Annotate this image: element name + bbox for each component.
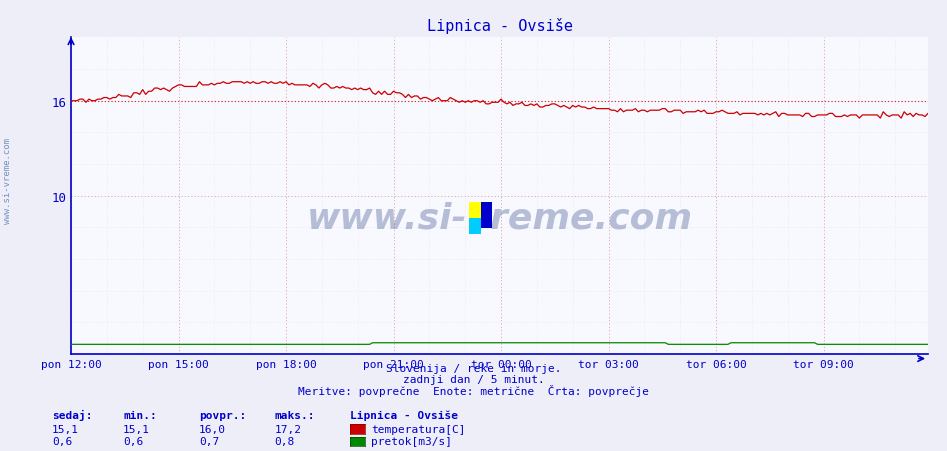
Text: 15,1: 15,1 xyxy=(123,423,151,433)
Text: 15,1: 15,1 xyxy=(52,423,80,433)
Text: 0,7: 0,7 xyxy=(199,436,219,446)
Text: zadnji dan / 5 minut.: zadnji dan / 5 minut. xyxy=(402,374,545,384)
Text: 16,0: 16,0 xyxy=(199,423,226,433)
Text: 17,2: 17,2 xyxy=(275,423,302,433)
Text: 0,6: 0,6 xyxy=(52,436,72,446)
Text: 0,6: 0,6 xyxy=(123,436,143,446)
Text: Lipnica - Ovsiše: Lipnica - Ovsiše xyxy=(350,410,458,420)
Bar xyxy=(469,203,481,219)
Bar xyxy=(469,219,481,235)
Text: sedaj:: sedaj: xyxy=(52,410,93,420)
Text: maks.:: maks.: xyxy=(275,410,315,420)
Text: min.:: min.: xyxy=(123,410,157,420)
Text: pretok[m3/s]: pretok[m3/s] xyxy=(371,436,453,446)
Title: Lipnica - Ovsiše: Lipnica - Ovsiše xyxy=(426,18,573,34)
Text: www.si-vreme.com: www.si-vreme.com xyxy=(307,201,692,235)
Text: Slovenija / reke in morje.: Slovenija / reke in morje. xyxy=(385,363,562,373)
Text: www.si-vreme.com: www.si-vreme.com xyxy=(3,138,12,223)
Text: temperatura[C]: temperatura[C] xyxy=(371,423,466,433)
Bar xyxy=(481,203,492,228)
Text: Meritve: povprečne  Enote: metrične  Črta: povprečje: Meritve: povprečne Enote: metrične Črta:… xyxy=(298,384,649,396)
Text: 0,8: 0,8 xyxy=(275,436,295,446)
Text: povpr.:: povpr.: xyxy=(199,410,246,420)
